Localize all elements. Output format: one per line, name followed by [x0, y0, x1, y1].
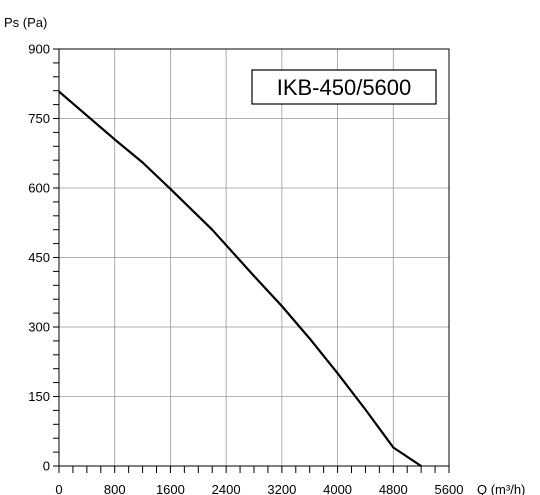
x-tick-label: 1600 — [156, 482, 185, 495]
x-tick-label: 2400 — [212, 482, 241, 495]
y-tick-label: 600 — [28, 181, 50, 196]
model-label-box: IKB-450/5600 — [251, 69, 437, 105]
y-tick-label: 750 — [28, 111, 50, 126]
series-group — [58, 90, 422, 467]
y-tick-label: 450 — [28, 250, 50, 265]
x-tick-label: 800 — [104, 482, 126, 495]
model-label: IKB-450/5600 — [277, 75, 412, 100]
x-tick-label: 4800 — [379, 482, 408, 495]
x-axis-title: Q (m³/h) — [477, 482, 525, 495]
x-tick-label: 0 — [55, 482, 62, 495]
y-tick-labels: 0 150 300 450 600 750 900 — [28, 42, 50, 474]
minor-ticks — [53, 48, 450, 473]
grid-lines — [59, 49, 449, 466]
x-tick-label: 3200 — [267, 482, 296, 495]
series-line — [58, 90, 422, 467]
plot-frame — [58, 48, 450, 467]
y-tick-label: 900 — [28, 42, 50, 57]
y-axis-title: Ps (Pa) — [4, 15, 47, 30]
x-tick-label: 4000 — [323, 482, 352, 495]
x-tick-label: 5600 — [435, 482, 464, 495]
y-tick-label: 0 — [43, 459, 50, 474]
y-tick-label: 300 — [28, 320, 50, 335]
y-tick-label: 150 — [28, 389, 50, 404]
x-tick-labels: 0 800 1600 2400 3200 4000 4800 5600 — [55, 482, 463, 495]
